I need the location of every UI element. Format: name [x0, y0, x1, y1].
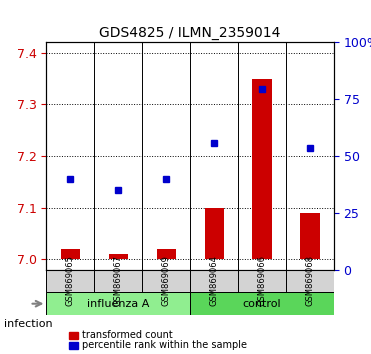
- Bar: [46, 292, 190, 315]
- Text: GSM869066: GSM869066: [257, 256, 266, 307]
- Bar: [190, 270, 238, 292]
- Bar: [94, 270, 142, 292]
- Title: GDS4825 / ILMN_2359014: GDS4825 / ILMN_2359014: [99, 26, 281, 40]
- Text: transformed count: transformed count: [82, 330, 173, 339]
- Text: GSM869068: GSM869068: [305, 256, 315, 307]
- Text: GSM869067: GSM869067: [114, 256, 123, 307]
- Bar: [204, 208, 224, 259]
- Text: GSM869064: GSM869064: [210, 256, 219, 307]
- Bar: [286, 270, 334, 292]
- Text: percentile rank within the sample: percentile rank within the sample: [82, 340, 247, 350]
- Text: influenza A: influenza A: [87, 299, 150, 309]
- Bar: [61, 249, 80, 259]
- Bar: [238, 270, 286, 292]
- Bar: [142, 270, 190, 292]
- Text: GSM869065: GSM869065: [66, 256, 75, 307]
- Text: GSM869069: GSM869069: [162, 256, 171, 307]
- Text: control: control: [243, 299, 281, 309]
- Bar: [190, 292, 334, 315]
- Bar: [252, 79, 272, 259]
- Bar: [301, 213, 319, 259]
- Text: infection: infection: [4, 319, 52, 329]
- Bar: [109, 254, 128, 259]
- Bar: [46, 270, 94, 292]
- Bar: [157, 249, 176, 259]
